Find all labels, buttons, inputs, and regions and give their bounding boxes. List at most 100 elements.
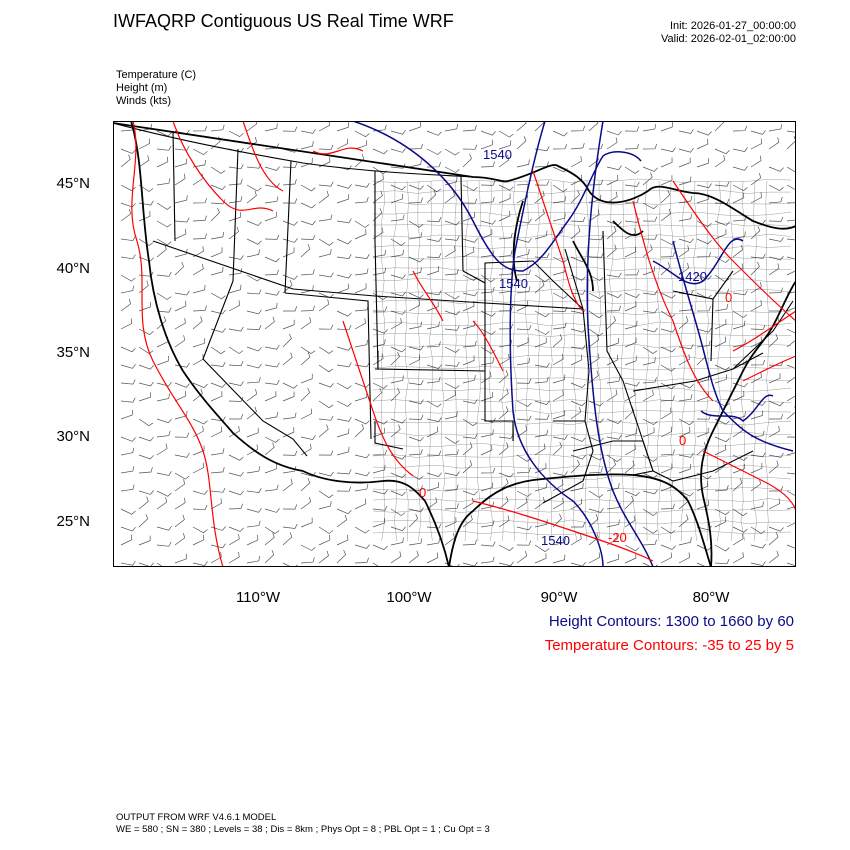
wind-barb-icon — [390, 310, 406, 315]
wind-barb-icon — [318, 272, 334, 278]
wind-barb-icon — [264, 391, 277, 402]
wind-barb-icon — [624, 166, 640, 174]
wind-barb-icon — [300, 373, 313, 384]
wind-barb-icon — [714, 229, 727, 240]
wind-barb-icon — [768, 124, 783, 132]
wind-barb-icon — [282, 450, 298, 456]
wind-barb-icon — [534, 429, 548, 438]
wind-barb-icon — [660, 552, 672, 564]
wind-barb-icon — [696, 500, 709, 510]
wind-barb-icon — [282, 162, 298, 168]
wind-barb-icon — [228, 300, 240, 312]
wind-barb-icon — [210, 166, 226, 174]
wind-barb-icon — [552, 184, 568, 193]
county-line — [453, 180, 457, 542]
wind-barb-icon — [480, 444, 493, 456]
wind-barb-icon — [786, 256, 796, 260]
wind-barb-icon — [660, 395, 675, 402]
wind-barb-icon — [336, 325, 352, 331]
wind-barb-icon — [156, 541, 172, 547]
wind-barb-icon — [336, 283, 349, 294]
wind-barb-icon — [390, 418, 406, 424]
wind-barb-icon — [354, 544, 370, 549]
wind-barb-icon — [714, 304, 729, 312]
wind-barb-icon — [624, 355, 637, 366]
wind-barb-icon — [246, 190, 257, 204]
wind-barb-icon — [696, 327, 712, 333]
wind-barb-icon — [444, 190, 455, 204]
wind-barb-icon — [138, 454, 154, 460]
wind-barb-icon — [696, 391, 709, 402]
wind-barb-icon — [246, 289, 262, 295]
wind-barb-icon — [444, 346, 460, 353]
wind-barb-icon — [714, 544, 730, 552]
wind-barb-icon — [138, 496, 149, 510]
wind-barb-icon — [228, 503, 243, 510]
wind-barb-icon — [390, 129, 406, 135]
wind-barb-icon — [300, 220, 316, 226]
wind-barb-icon — [660, 346, 676, 353]
wind-barb-icon — [156, 497, 168, 510]
county-line — [372, 486, 792, 492]
wind-barb-icon — [300, 317, 312, 330]
wind-barb-icon — [750, 359, 766, 366]
wind-barb-icon — [516, 400, 532, 407]
wind-barb-icon — [228, 326, 244, 332]
wind-barb-icon — [786, 521, 796, 528]
wind-barb-icon — [570, 125, 586, 132]
wind-barb-icon — [300, 346, 316, 355]
wind-barb-icon — [570, 407, 582, 420]
wind-barb-icon — [336, 254, 352, 259]
wind-barb-icon — [156, 562, 172, 567]
wind-barb-icon — [462, 184, 478, 191]
wind-barb-icon — [534, 208, 545, 222]
wind-barb-icon — [192, 233, 207, 240]
wind-barb-icon — [624, 544, 640, 552]
wind-barb-icon — [732, 526, 748, 533]
temperature-contours — [131, 121, 796, 567]
wind-barb-icon — [228, 490, 244, 496]
wind-barb-icon — [336, 122, 349, 132]
wind-barb-icon — [390, 537, 404, 546]
wind-barb-icon — [138, 328, 154, 336]
county-line — [476, 180, 481, 542]
wind-barb-icon — [192, 505, 208, 511]
wind-barb-icon — [786, 452, 796, 456]
wind-barb-icon — [228, 255, 244, 260]
wind-barb-icon — [408, 184, 424, 190]
height-label: 1540 — [483, 147, 512, 162]
wind-barb-icon — [246, 121, 258, 132]
wind-barb-icon — [462, 497, 474, 510]
wind-barb-icon — [138, 301, 151, 312]
wind-barb-icon — [768, 426, 780, 438]
wind-barb-icon — [642, 166, 658, 172]
wind-barb-icon — [426, 237, 442, 242]
wind-barb-icon — [571, 522, 586, 528]
wind-barb-icon — [282, 319, 295, 330]
wind-barb-icon — [336, 549, 347, 564]
wind-barb-icon — [246, 220, 262, 226]
wind-barb-icon — [516, 136, 527, 150]
wind-barb-icon — [516, 497, 528, 510]
wind-barb-icon — [444, 449, 459, 456]
wind-barb-icon — [606, 292, 622, 299]
wind-barb-icon — [696, 274, 712, 280]
wind-barb-icon — [282, 147, 298, 153]
wind-barb-icon — [516, 540, 532, 546]
wind-barb-icon — [156, 238, 172, 246]
wind-barb-icon — [156, 355, 169, 366]
wind-barb-icon — [264, 302, 278, 312]
wind-barb-icon — [480, 196, 495, 204]
map-panel: 1540 1540 1420 1540 0 0 0 -20 — [113, 121, 796, 567]
wind-barb-icon — [552, 292, 568, 299]
wind-barb-icon — [138, 490, 154, 495]
wind-barb-icon — [120, 534, 133, 546]
county-line — [372, 233, 792, 238]
wind-barb-icon — [228, 426, 240, 438]
wind-barb-icon — [696, 183, 712, 189]
wind-barb-icon — [210, 328, 226, 333]
wind-barb-icon — [174, 533, 186, 546]
wind-barb-icon — [516, 357, 531, 366]
wind-barb-icon — [174, 300, 187, 312]
wind-barb-icon — [282, 126, 298, 132]
